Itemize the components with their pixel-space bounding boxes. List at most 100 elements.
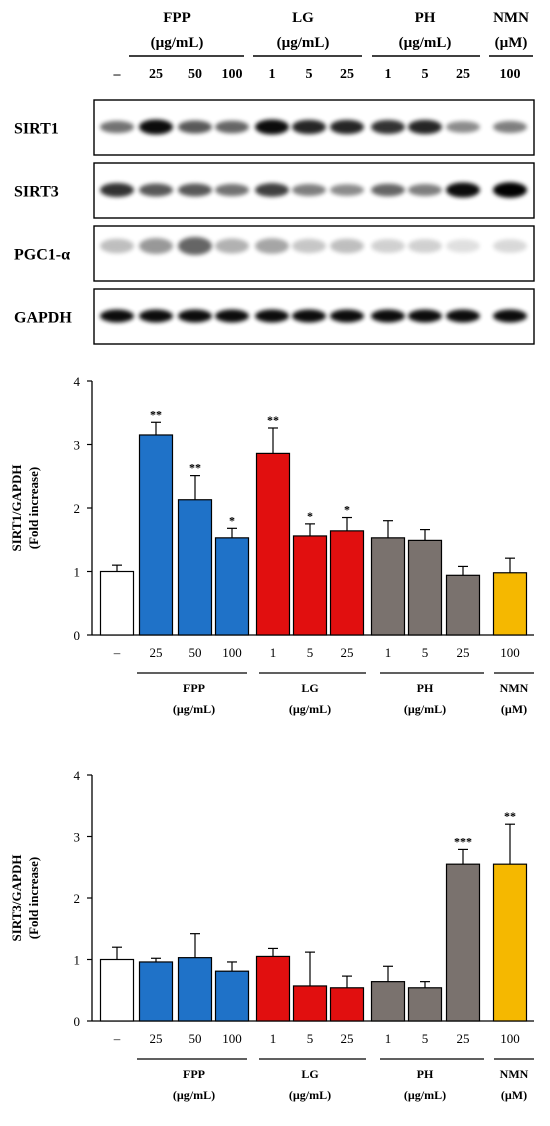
blot-band	[408, 309, 442, 323]
group-unit: (µg/mL)	[173, 1088, 215, 1102]
blot-band	[215, 183, 249, 197]
x-tick-label: 25	[341, 1031, 354, 1046]
group-name: LG	[301, 1067, 318, 1081]
x-tick-label: 25	[341, 645, 354, 660]
blot-protein-label: PGC1-α	[14, 247, 70, 264]
blot-panel: SIRT3	[14, 162, 535, 219]
blot-band	[178, 237, 212, 255]
sirt3-bar-chart: 0 1 2 3 4 SIRT3/GAPDH (Fold increase) – 25 50 100 1…	[9, 768, 534, 1102]
blot-lane-label: 50	[188, 67, 202, 82]
bar	[177, 957, 213, 1022]
y-tick-label: 2	[74, 891, 81, 906]
group-name: FPP	[183, 1067, 205, 1081]
blot-band	[446, 121, 480, 133]
blot-band	[100, 183, 134, 197]
blot-band	[330, 238, 364, 254]
blot-band	[255, 183, 289, 197]
blot-band	[139, 183, 173, 197]
blot-lane-label: 25	[456, 67, 470, 82]
y-axis-label: SIRT1/GAPDH	[9, 465, 24, 552]
blot-band	[371, 239, 405, 253]
blot-band	[493, 121, 527, 133]
bar	[214, 537, 250, 636]
y-tick-label: 4	[74, 768, 81, 783]
blot-frame	[93, 225, 535, 282]
group-name: PH	[417, 1067, 434, 1081]
blot-band	[178, 183, 212, 197]
group-unit: (µg/mL)	[404, 1088, 446, 1102]
x-tick-label: 25	[457, 645, 470, 660]
blot-band	[100, 238, 134, 254]
blot-band	[139, 238, 173, 254]
blot-band	[408, 239, 442, 253]
y-tick-label: 0	[74, 1014, 81, 1029]
bar	[255, 452, 291, 636]
y-tick-label: 2	[74, 501, 81, 516]
blot-lane-label: 100	[500, 67, 521, 82]
blot-band	[493, 182, 527, 198]
blot-band	[493, 239, 527, 253]
significance-mark: *	[307, 509, 313, 523]
x-tick-label: 50	[189, 1031, 202, 1046]
bar	[407, 539, 443, 636]
blot-lane-label: 100	[222, 67, 243, 82]
bar	[255, 955, 291, 1022]
blot-group-name-fpp: FPP	[163, 10, 191, 26]
bar	[445, 863, 481, 1022]
bar	[370, 981, 406, 1022]
blot-protein-label: SIRT3	[14, 184, 59, 201]
blot-lane-label: 5	[306, 67, 313, 82]
blot-header: FPP (µg/mL) LG (µg/mL) PH (µg/mL) NMN (µ…	[113, 10, 533, 82]
blot-band	[292, 238, 326, 254]
x-tick-label: 100	[222, 1031, 242, 1046]
blot-band	[292, 119, 326, 135]
blot-panel: PGC1-α	[14, 225, 535, 282]
bar	[292, 535, 328, 636]
x-tick-label: 100	[500, 1031, 520, 1046]
bar	[99, 570, 135, 636]
bar	[138, 961, 174, 1022]
y-tick-label: 3	[74, 438, 81, 453]
blot-band	[371, 120, 405, 134]
bar	[445, 574, 481, 636]
blot-band	[330, 309, 364, 323]
blot-band	[493, 309, 527, 323]
significance-mark: **	[189, 461, 201, 475]
bar	[492, 572, 528, 636]
x-tick-label: 1	[270, 645, 277, 660]
blot-band	[215, 238, 249, 254]
blot-group-unit-lg: (µg/mL)	[277, 35, 330, 51]
blot-band	[292, 309, 326, 323]
group-unit: (µg/mL)	[404, 702, 446, 716]
x-tick-label: 5	[422, 645, 429, 660]
x-tick-label: 25	[150, 645, 163, 660]
y-axis-label-sub: (Fold increase)	[26, 467, 41, 549]
significance-mark: *	[344, 503, 350, 517]
group-unit: (µg/mL)	[289, 1088, 331, 1102]
significance-mark: **	[150, 407, 162, 421]
bar	[138, 434, 174, 636]
y-tick-label: 4	[74, 374, 81, 389]
bar	[370, 537, 406, 636]
blot-band	[371, 183, 405, 197]
blot-band	[215, 120, 249, 134]
western-blots: SIRT1 SIRT3 PGC1-α GAPDH	[14, 99, 535, 345]
blot-band	[330, 119, 364, 135]
blot-group-unit-ph: (µg/mL)	[399, 35, 452, 51]
bar	[407, 987, 443, 1022]
blot-band	[408, 119, 442, 135]
significance-mark: **	[267, 413, 279, 427]
blot-band	[446, 309, 480, 323]
group-unit: (µg/mL)	[289, 702, 331, 716]
blot-band	[178, 309, 212, 323]
blot-protein-label: SIRT1	[14, 121, 59, 138]
blot-band	[100, 309, 134, 323]
blot-band	[371, 309, 405, 323]
group-name: NMN	[500, 681, 529, 695]
blot-band	[100, 120, 134, 134]
x-tick-label: 5	[307, 1031, 314, 1046]
blot-group-unit-nmn: (µM)	[495, 35, 528, 51]
blot-panel: SIRT1	[14, 99, 535, 156]
significance-mark: **	[504, 809, 516, 823]
